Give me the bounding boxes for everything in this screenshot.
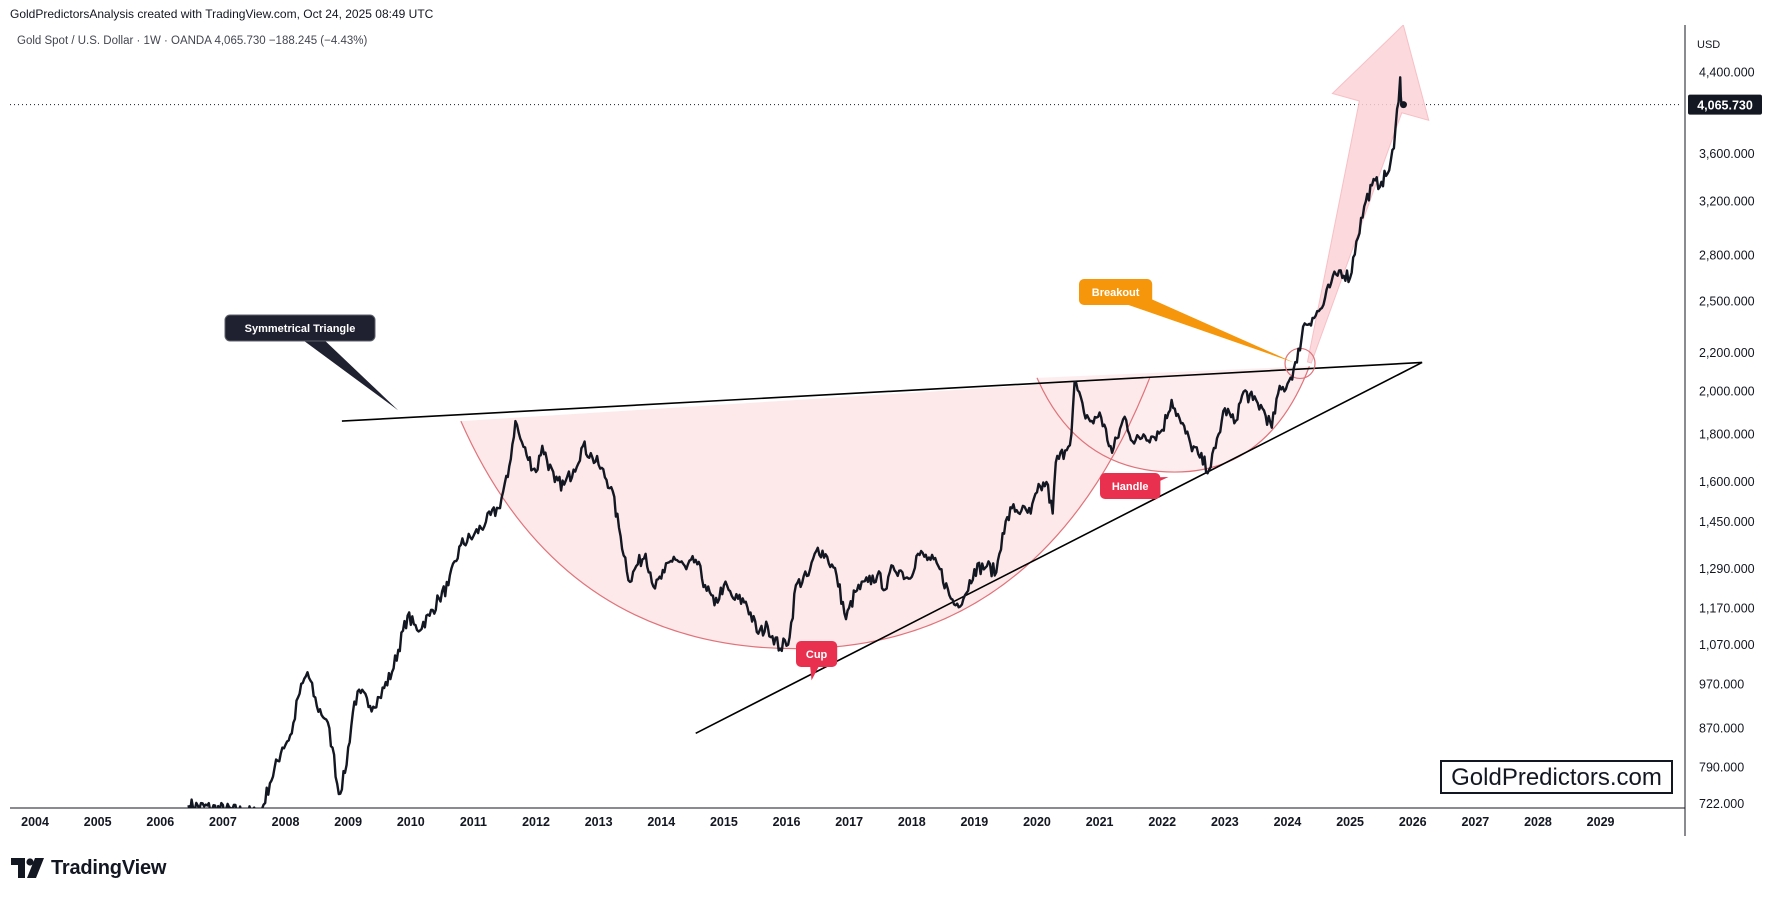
y-tick-label: 790.000 <box>1699 761 1744 775</box>
symbol-legend[interactable]: Gold Spot / U.S. Dollar · 1W · OANDA 4,0… <box>17 35 368 47</box>
y-axis-unit: USD <box>1697 39 1720 51</box>
callout-cup[interactable]: Cup <box>796 641 838 681</box>
tradingview-logo-icon <box>11 858 44 878</box>
watermark-box: GoldPredictors.com <box>1440 760 1673 794</box>
x-tick-label: 2029 <box>1587 815 1615 829</box>
x-tick-label: 2026 <box>1399 815 1427 829</box>
callout-symmetrical-triangle[interactable]: Symmetrical Triangle <box>224 314 399 411</box>
x-tick-label: 2024 <box>1274 815 1302 829</box>
y-tick-label: 1,600.000 <box>1699 475 1755 489</box>
callout-box <box>1100 473 1161 499</box>
x-tick-label: 2017 <box>835 815 863 829</box>
x-tick-label: 2004 <box>21 815 49 829</box>
callout-box <box>224 314 376 342</box>
chart-attribution: GoldPredictorsAnalysis created with Trad… <box>10 7 434 21</box>
callout-handle[interactable]: Handle <box>1100 473 1169 499</box>
callout-box <box>1079 279 1153 305</box>
y-tick-label: 3,600.000 <box>1699 147 1755 161</box>
x-tick-label: 2009 <box>334 815 362 829</box>
y-tick-label: 2,000.000 <box>1699 385 1755 399</box>
callout-text: Breakout <box>1092 287 1140 299</box>
y-tick-label: 2,800.000 <box>1699 249 1755 263</box>
x-tick-label: 2008 <box>272 815 300 829</box>
callout-pointer <box>294 321 399 411</box>
tradingview-logo[interactable]: TradingView <box>11 855 166 881</box>
handle-arc <box>1036 366 1310 473</box>
x-tick-label: 2021 <box>1086 815 1114 829</box>
x-tick-label: 2010 <box>397 815 425 829</box>
x-tick-label: 2025 <box>1336 815 1364 829</box>
y-tick-label: 1,450.000 <box>1699 515 1755 529</box>
x-tick-label: 2019 <box>960 815 988 829</box>
x-tick-label: 2011 <box>460 815 487 829</box>
y-tick-label: 1,290.000 <box>1699 562 1755 576</box>
y-tick-label: 1,170.000 <box>1699 602 1755 616</box>
callout-text: Handle <box>1112 481 1149 493</box>
x-tick-label: 2027 <box>1461 815 1489 829</box>
watermark-text: GoldPredictors.com <box>1451 764 1662 791</box>
callout-breakout[interactable]: Breakout <box>1079 279 1294 363</box>
y-tick-label: 1,800.000 <box>1699 427 1755 441</box>
triangle-upper-line[interactable] <box>341 361 1423 422</box>
y-tick-label: 870.000 <box>1699 722 1744 736</box>
x-tick-label: 2007 <box>209 815 237 829</box>
last-price-dot <box>1399 101 1407 109</box>
x-tick-label: 2005 <box>84 815 112 829</box>
x-tick-label: 2018 <box>898 815 926 829</box>
x-tick-label: 2015 <box>710 815 738 829</box>
x-tick-label: 2006 <box>146 815 174 829</box>
cup-fill <box>460 377 1150 649</box>
callout-box <box>796 641 838 667</box>
last-price-tag-text: 4,065.730 <box>1697 99 1753 113</box>
y-tick-label: 2,500.000 <box>1699 294 1755 308</box>
y-tick-label: 1,070.000 <box>1699 638 1755 652</box>
x-tick-label: 2014 <box>647 815 675 829</box>
y-tick-label: 4,400.000 <box>1699 66 1755 80</box>
handle-fill <box>1036 366 1310 473</box>
triangle-lower-line[interactable] <box>695 361 1423 734</box>
x-tick-label: 2023 <box>1211 815 1239 829</box>
y-tick-label: 2,200.000 <box>1699 346 1755 360</box>
callout-pointer <box>1112 284 1294 363</box>
x-tick-label: 2028 <box>1524 815 1552 829</box>
x-tick-label: 2013 <box>585 815 613 829</box>
y-tick-label: 970.000 <box>1699 678 1744 692</box>
last-price-tag <box>1688 94 1762 115</box>
x-tick-label: 2012 <box>522 815 550 829</box>
x-tick-label: 2016 <box>773 815 801 829</box>
x-tick-label: 2022 <box>1148 815 1176 829</box>
y-tick-label: 3,200.000 <box>1699 195 1755 209</box>
callout-text: Symmetrical Triangle <box>245 323 356 335</box>
price-series-line[interactable] <box>187 76 1403 819</box>
y-tick-label: 722.000 <box>1699 797 1744 811</box>
x-tick-label: 2020 <box>1023 815 1051 829</box>
tradingview-logo-text: TradingView <box>51 856 167 879</box>
callout-text: Cup <box>806 649 828 661</box>
